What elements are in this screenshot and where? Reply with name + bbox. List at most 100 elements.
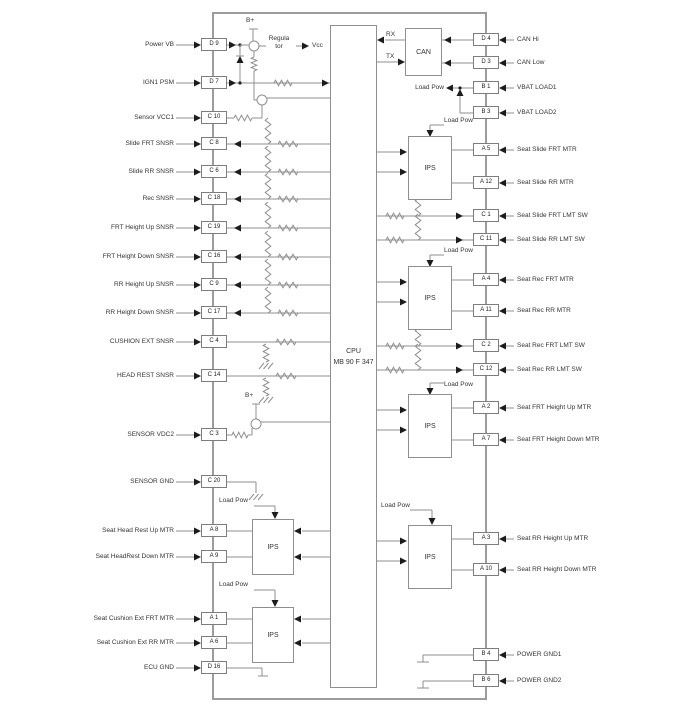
resistor-symbol xyxy=(264,286,272,314)
resistor-symbol xyxy=(264,117,272,145)
ground-icon xyxy=(257,493,264,501)
connector-arrow-icon xyxy=(194,281,201,289)
connector-arrow-icon xyxy=(194,195,201,203)
arrow-icon xyxy=(446,84,453,92)
connector-arrow-icon xyxy=(499,59,506,67)
pin-box: D 16 xyxy=(201,661,227,674)
resistor-symbol xyxy=(277,168,299,176)
junction-dot xyxy=(238,81,242,85)
resistor-symbol xyxy=(277,140,299,148)
resistor-symbol xyxy=(277,224,299,232)
ground-icon xyxy=(267,396,274,404)
connector-arrow-icon xyxy=(499,651,506,659)
connector-arrow-icon xyxy=(499,677,506,685)
pin-box: C 11 xyxy=(473,233,499,246)
ips-label: IPS xyxy=(424,553,436,561)
ips-label: IPS xyxy=(424,164,436,172)
transistor-symbol xyxy=(248,40,260,52)
pin-box: C 10 xyxy=(201,111,227,124)
signal-label: Slide RR SNSR xyxy=(128,168,174,175)
ips-label: IPS xyxy=(424,294,436,302)
arrow-icon xyxy=(400,168,407,176)
arrow-icon xyxy=(294,527,301,535)
connector-arrow-icon xyxy=(499,366,506,374)
resistor-symbol xyxy=(275,338,297,346)
pin-box: A 6 xyxy=(201,636,227,649)
ground-icon xyxy=(258,396,265,404)
arrow-icon xyxy=(400,148,407,156)
pin-box: A 2 xyxy=(473,401,499,414)
arrow-icon xyxy=(377,36,384,44)
b-plus-label: B+ xyxy=(245,392,254,399)
transistor-symbol xyxy=(256,94,268,106)
ground-icon xyxy=(267,362,274,370)
signal-label: Slide FRT SNSR xyxy=(125,140,174,147)
resistor-symbol xyxy=(264,230,272,258)
connector-arrow-icon xyxy=(499,276,506,284)
pin-box: A 7 xyxy=(473,433,499,446)
load-pow-label: Load Pow xyxy=(219,581,248,588)
connector-arrow-icon xyxy=(499,84,506,92)
connector-arrow-icon xyxy=(499,535,506,543)
connector-arrow-icon xyxy=(194,431,201,439)
resistor-symbol xyxy=(262,343,270,363)
pin-box: A 4 xyxy=(473,273,499,286)
signal-label: Rec SNSR xyxy=(142,195,174,202)
arrow-icon xyxy=(294,553,301,561)
signal-label: Seat Rec FRT MTR xyxy=(517,276,574,283)
signal-label: FRT Height Down SNSR xyxy=(102,253,174,260)
arrow-icon xyxy=(400,426,407,434)
resistor-symbol xyxy=(231,431,249,439)
connector-arrow-icon xyxy=(499,404,506,412)
pin-box: C 6 xyxy=(201,165,227,178)
pin-box: D 3 xyxy=(473,56,499,69)
load-pow-label: Load Pow xyxy=(219,497,248,504)
signal-label: RR Height Down SNSR xyxy=(105,309,174,316)
pin-box: C 4 xyxy=(201,335,227,348)
connector-arrow-icon xyxy=(499,436,506,444)
ground-icon xyxy=(253,493,259,501)
signal-label: CUSHION EXT SNSR xyxy=(109,338,174,345)
pin-box: A 3 xyxy=(473,532,499,545)
resistor-symbol xyxy=(385,366,405,374)
load-pow-label: Load Pow xyxy=(415,84,444,91)
cpu-label: CPU xyxy=(346,347,361,355)
arrow-icon xyxy=(400,537,407,545)
signal-label: Sensor VCC1 xyxy=(134,114,174,121)
signal-label: Power VB xyxy=(145,41,174,48)
b-plus-label: B+ xyxy=(246,17,255,24)
pin-box: C 17 xyxy=(201,306,227,319)
connector-arrow-icon xyxy=(499,342,506,350)
signal-label: Seat HeadRest Down MTR xyxy=(95,553,174,560)
vcc-label: Vcc xyxy=(312,42,323,49)
resistor-symbol xyxy=(264,258,272,286)
signal-label: SENSOR GND xyxy=(130,478,174,485)
connector-arrow-icon xyxy=(194,639,201,647)
resistor-symbol xyxy=(385,342,405,350)
connector-arrow-icon xyxy=(194,372,201,380)
regulator-label: Regula tor xyxy=(262,35,296,51)
signal-label: CAN Low xyxy=(517,59,545,66)
arrow-icon xyxy=(426,260,434,267)
diode-symbol xyxy=(456,236,463,244)
signal-label: Seat Head Rest Up MTR xyxy=(102,527,174,534)
pin-box: C 1 xyxy=(473,209,499,222)
pin-box: A 12 xyxy=(473,176,499,189)
load-pow-label: Load Pow xyxy=(381,502,410,509)
pin-box: A 5 xyxy=(473,143,499,156)
resistor-symbol xyxy=(262,377,270,397)
connector-arrow-icon xyxy=(499,566,506,574)
connector-arrow-icon xyxy=(499,307,506,315)
signal-label: Seat Cushion Ext FRT MTR xyxy=(93,615,174,622)
signal-label: Seat Slide RR MTR xyxy=(517,179,574,186)
arrow-icon xyxy=(398,58,405,66)
load-pow-label: Load Pow xyxy=(444,381,473,388)
connector-arrow-icon xyxy=(194,224,201,232)
pin-box: B 3 xyxy=(473,106,499,119)
ground-icon xyxy=(258,362,265,370)
signal-label: SENSOR VDC2 xyxy=(127,431,174,438)
arrow-icon xyxy=(294,615,301,623)
signal-label: POWER GND1 xyxy=(517,651,562,658)
pin-box: A 10 xyxy=(473,563,499,576)
